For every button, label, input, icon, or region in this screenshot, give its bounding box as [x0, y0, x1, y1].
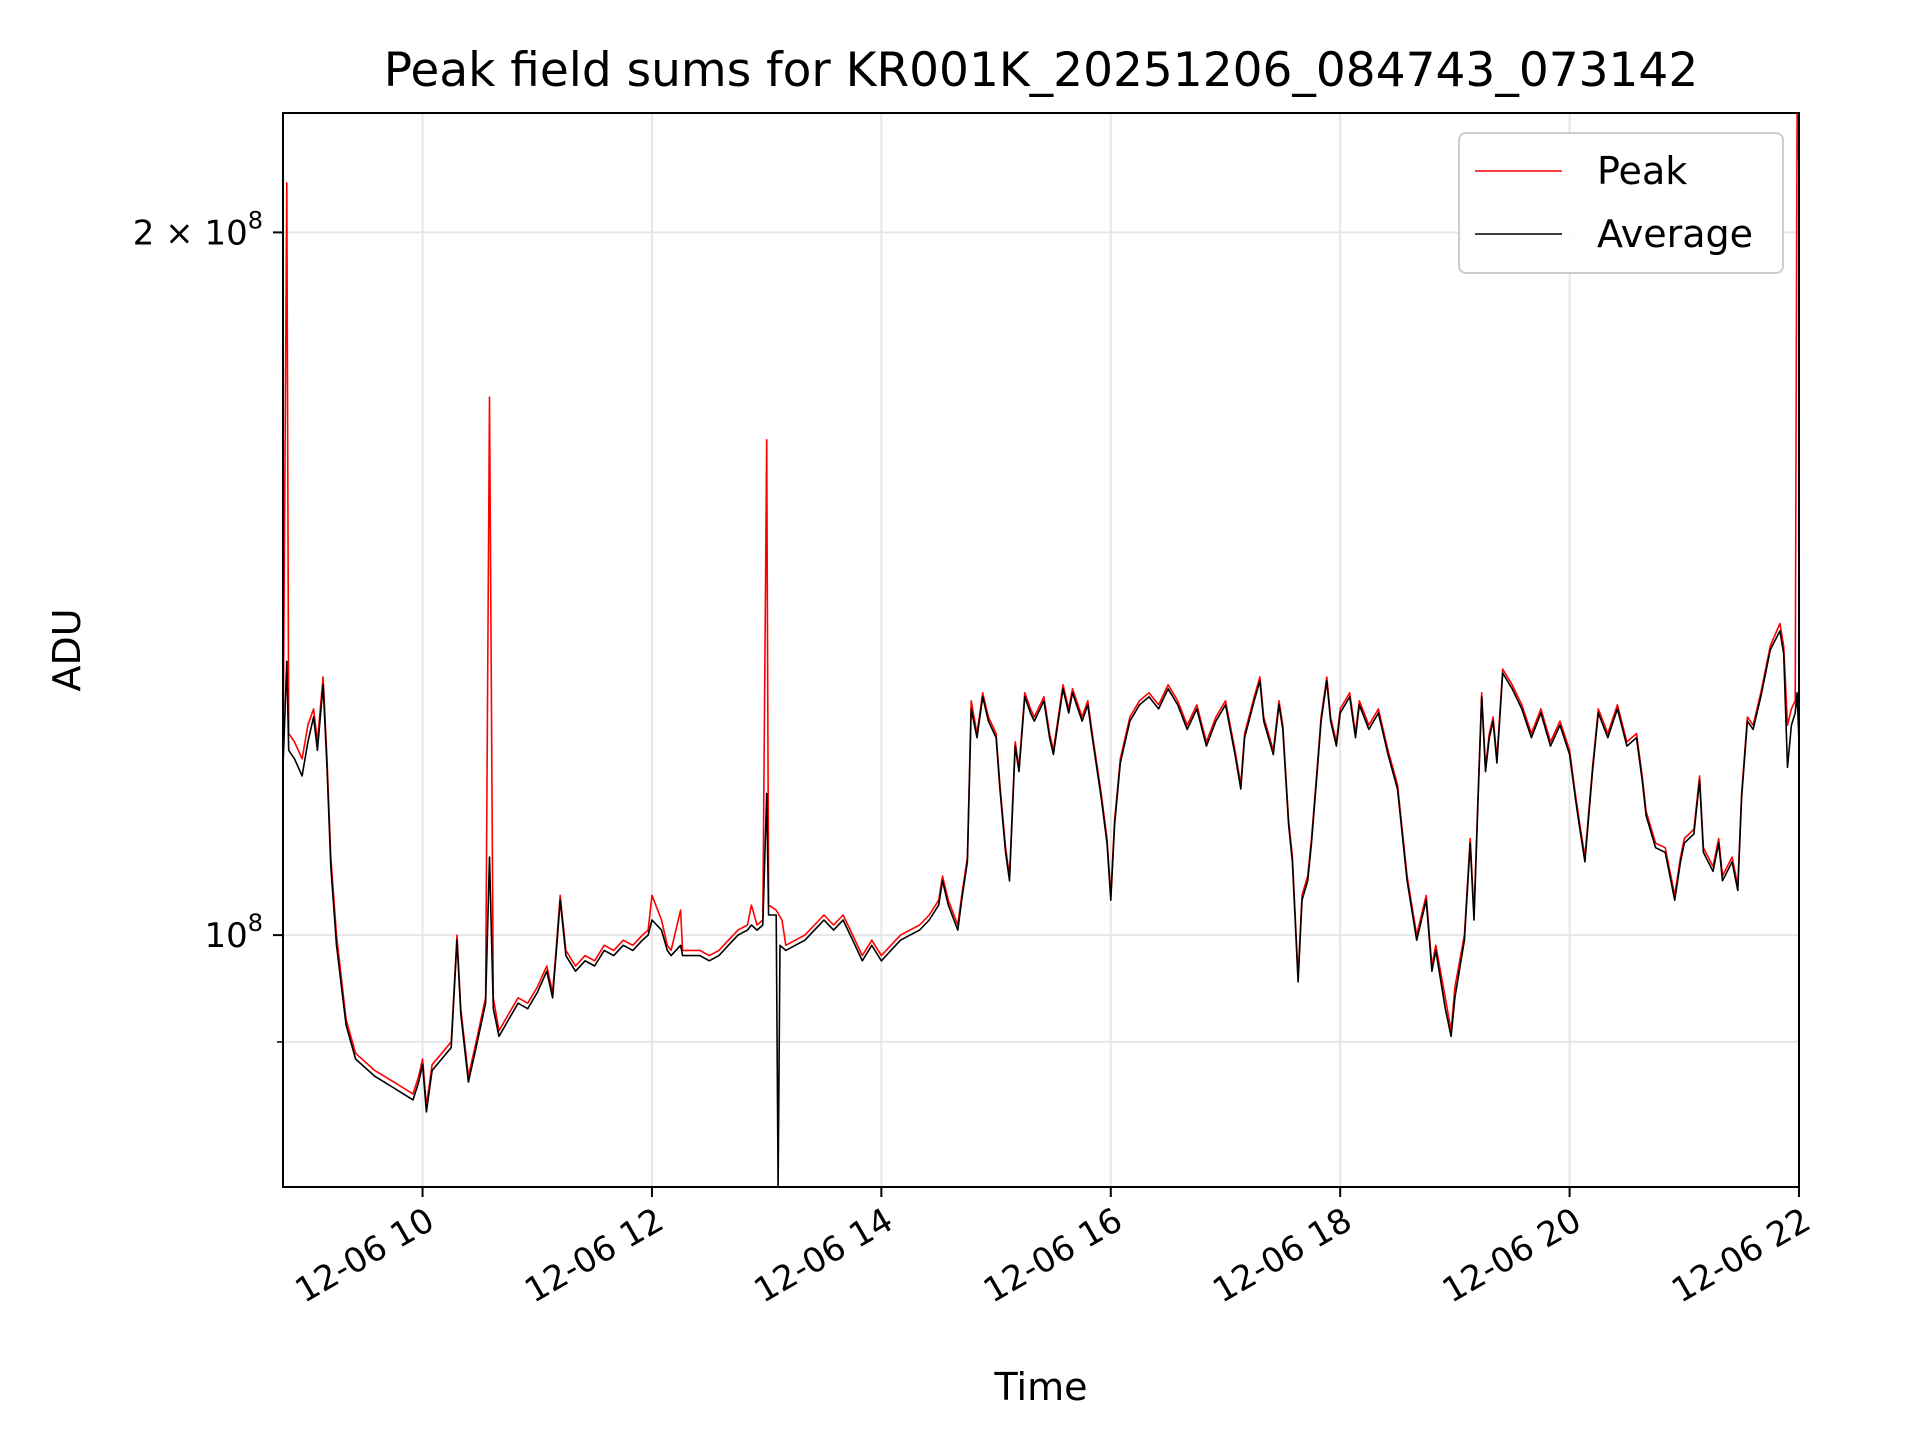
y-axis-label: ADU — [45, 608, 89, 691]
legend-box — [1458, 132, 1784, 274]
series-line-average — [283, 630, 1799, 1187]
chart-title: Peak field sums for KR001K_20251206_0847… — [384, 43, 1699, 98]
series-layer — [283, 113, 1799, 1187]
x-axis-label: Time — [994, 1365, 1088, 1409]
legend: Peak Average — [1458, 132, 1784, 274]
y-tick-label: 2 × 108 — [133, 206, 263, 253]
legend-label-peak: Peak — [1597, 149, 1687, 193]
y-tick-label: 108 — [204, 909, 263, 956]
y-axis-ticks: 108 2 × 108 — [133, 206, 283, 1043]
legend-label-average: Average — [1597, 212, 1753, 256]
plot-frame — [282, 112, 1800, 1188]
